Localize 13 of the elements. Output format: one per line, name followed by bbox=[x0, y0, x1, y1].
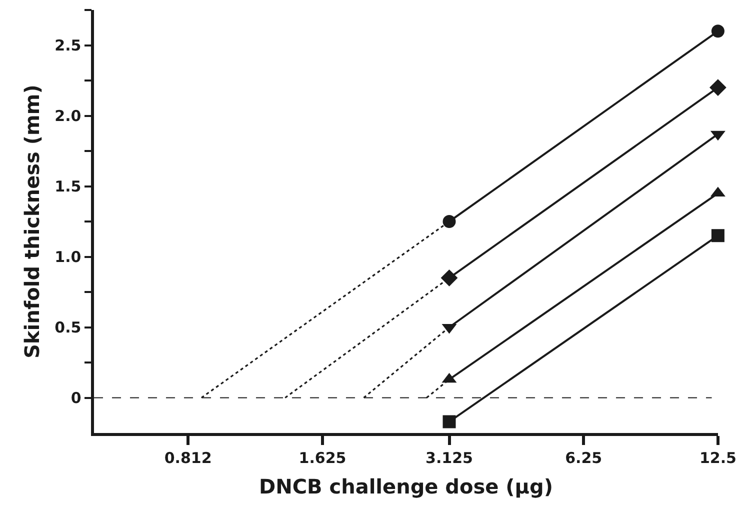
x-tick-label: 3.125 bbox=[426, 448, 473, 467]
y-tick-label: 0 bbox=[70, 389, 82, 407]
x-tick-label: 0.812 bbox=[164, 448, 212, 467]
x-axis-title: DNCB challenge dose (μg) bbox=[259, 474, 553, 498]
y-tick-label: 1.5 bbox=[54, 178, 82, 196]
y-axis-title: Skinfold thickness (mm) bbox=[20, 84, 44, 358]
x-tick-label: 1.625 bbox=[298, 448, 346, 467]
y-tick-label: 0.5 bbox=[54, 318, 82, 336]
y-tick-label: 2.5 bbox=[54, 36, 82, 54]
y-tick-label: 1.0 bbox=[54, 248, 82, 266]
y-tick-label: 2.0 bbox=[54, 107, 82, 125]
x-tick-label: 12.5 bbox=[699, 448, 736, 467]
x-tick-label: 6.25 bbox=[565, 448, 602, 467]
